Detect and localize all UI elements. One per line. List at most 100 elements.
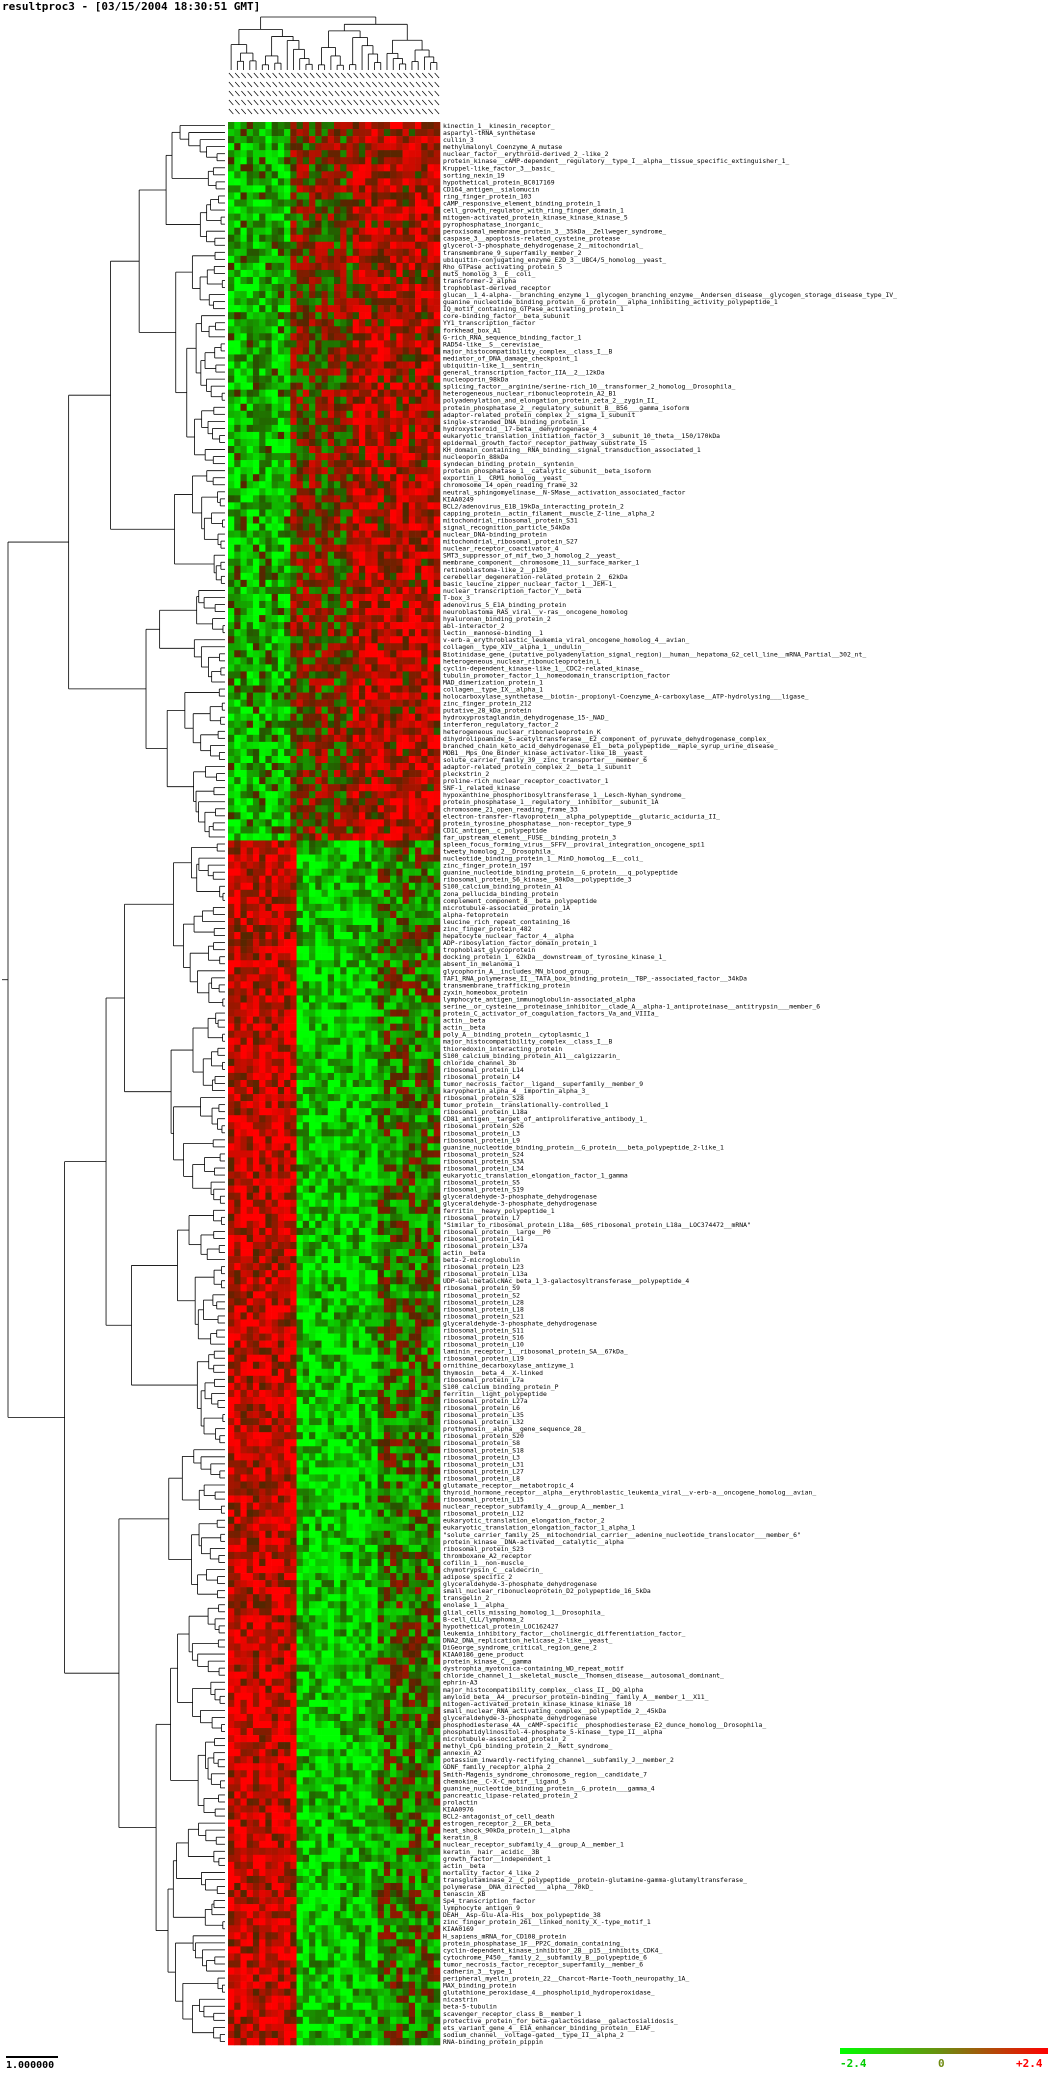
heatmap-cell: [415, 903, 422, 912]
heatmap-cell: [309, 805, 316, 813]
heatmap-cell: [265, 741, 272, 750]
heatmap-cell: [277, 657, 285, 665]
heatmap-cell: [309, 220, 316, 228]
heatmap-cell: [290, 544, 297, 552]
heatmap-cell: [277, 171, 285, 179]
heatmap-cell: [309, 431, 316, 440]
heatmap-cell: [327, 544, 335, 552]
heatmap-cell: [433, 234, 441, 243]
heatmap-cell: [352, 284, 360, 292]
heatmap-cell: [315, 798, 322, 806]
heatmap-cell: [277, 917, 285, 926]
heatmap-cell: [377, 171, 385, 179]
heatmap-cell: [390, 213, 397, 221]
heatmap-cell: [252, 171, 260, 179]
heatmap-cell: [421, 220, 428, 228]
heatmap-cell: [228, 305, 235, 313]
heatmap-cell: [358, 446, 366, 454]
heatmap-cell: [346, 629, 354, 637]
heatmap-cell: [340, 269, 347, 278]
heatmap-cell: [277, 375, 285, 383]
heatmap-cell: [309, 572, 316, 581]
heatmap-cell: [390, 847, 397, 855]
heatmap-cell: [352, 572, 360, 581]
heatmap-cell: [240, 755, 248, 764]
heatmap-cell: [234, 777, 241, 785]
heatmap-cell: [265, 467, 272, 475]
heatmap-cell: [415, 777, 422, 785]
heatmap-cell: [390, 861, 397, 869]
column-label-glyph: [409, 99, 415, 106]
heatmap-cell: [427, 382, 435, 390]
heatmap-cell: [396, 650, 403, 658]
heatmap-cell: [358, 424, 366, 433]
heatmap-cell: [315, 826, 322, 834]
heatmap-cell: [321, 615, 329, 623]
heatmap-cell: [302, 551, 310, 560]
heatmap-cell: [327, 305, 335, 313]
heatmap-cell: [390, 446, 397, 454]
heatmap-cell: [433, 502, 441, 510]
heatmap-cell: [358, 312, 366, 320]
heatmap-cell: [296, 558, 304, 567]
heatmap-cell: [408, 396, 416, 405]
heatmap-cell: [228, 882, 235, 891]
heatmap-cell: [408, 600, 416, 609]
heatmap-cell: [284, 917, 291, 926]
heatmap-cell: [277, 699, 285, 707]
heatmap-cell: [390, 622, 397, 630]
heatmap-cell: [259, 199, 266, 207]
heatmap-cell: [234, 572, 241, 581]
heatmap-cell: [415, 340, 422, 348]
heatmap-cell: [383, 826, 391, 834]
heatmap-cell: [358, 910, 366, 919]
heatmap-cell: [277, 812, 285, 820]
heatmap-cell: [284, 234, 291, 243]
heatmap-cell: [246, 600, 254, 609]
heatmap-cell: [358, 269, 366, 278]
heatmap-cell: [421, 262, 428, 271]
heatmap-cell: [321, 453, 329, 461]
heatmap-cell: [433, 305, 441, 313]
heatmap-cell: [259, 262, 266, 271]
heatmap-cell: [327, 713, 335, 722]
heatmap-cell: [377, 896, 385, 905]
heatmap-cell: [259, 699, 266, 707]
heatmap-cell: [352, 896, 360, 905]
heatmap-cell: [315, 755, 322, 764]
heatmap-cell: [377, 812, 385, 820]
heatmap-cell: [309, 276, 316, 285]
heatmap-cell: [265, 509, 272, 517]
heatmap-cell: [427, 333, 435, 341]
heatmap-cell: [327, 854, 335, 862]
heatmap-cell: [390, 720, 397, 729]
heatmap-cell: [277, 889, 285, 898]
heatmap-cell: [246, 755, 254, 764]
heatmap-cell: [246, 312, 254, 320]
heatmap-cell: [246, 340, 254, 348]
heatmap-cell: [383, 509, 391, 517]
heatmap-cell: [240, 375, 248, 383]
heatmap-cell: [352, 551, 360, 560]
heatmap-cell: [427, 284, 435, 292]
heatmap-cell: [402, 248, 410, 257]
heatmap-cell: [252, 403, 260, 412]
column-label-glyph: [309, 108, 315, 115]
heatmap-cell: [259, 643, 266, 651]
column-label-glyph: [253, 72, 259, 79]
heatmap-cell: [296, 798, 304, 806]
heatmap-cell: [252, 861, 260, 869]
heatmap-cell: [315, 784, 322, 792]
column-label-glyph: [403, 72, 409, 79]
heatmap-cell: [358, 234, 366, 243]
heatmap-cell: [383, 481, 391, 489]
heatmap-cell: [228, 340, 235, 348]
heatmap-cell: [327, 502, 335, 510]
heatmap-cell: [252, 488, 260, 496]
heatmap-cell: [352, 671, 360, 679]
heatmap-cell: [234, 699, 241, 707]
heatmap-cell: [284, 770, 291, 778]
heatmap-cell: [309, 438, 316, 447]
heatmap-cell: [358, 875, 366, 884]
heatmap-cell: [346, 615, 354, 623]
